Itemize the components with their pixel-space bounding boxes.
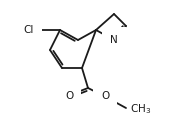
Text: O: O xyxy=(101,91,109,101)
Text: Cl: Cl xyxy=(24,25,34,35)
Text: CH$_3$: CH$_3$ xyxy=(130,102,151,116)
Text: O: O xyxy=(65,91,73,101)
Text: N: N xyxy=(110,35,118,45)
